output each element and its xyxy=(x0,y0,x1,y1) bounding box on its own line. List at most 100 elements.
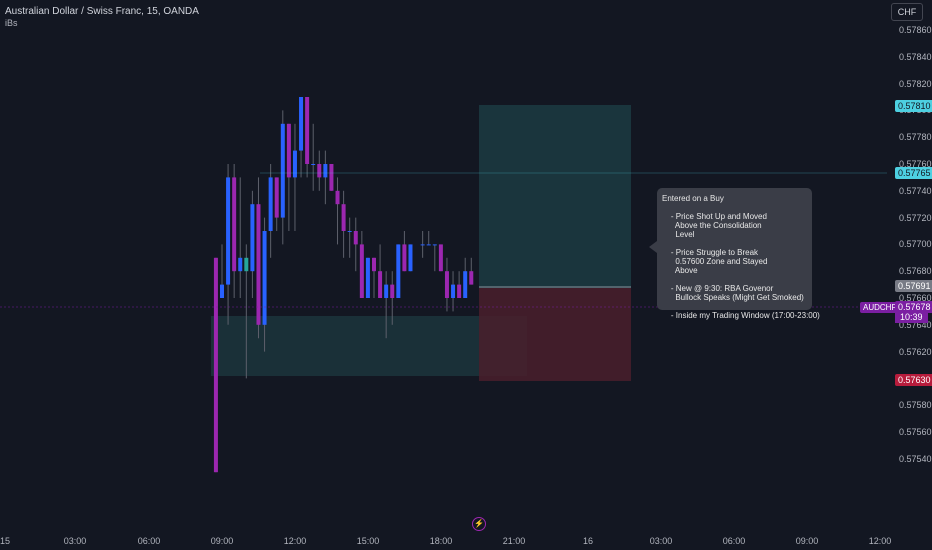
note-text-line xyxy=(662,203,812,212)
time-axis-label: 15:00 xyxy=(356,536,380,546)
candle-body xyxy=(365,257,370,298)
symbol-badge: AUDCHF xyxy=(860,302,900,313)
candle-body xyxy=(359,244,364,298)
time-axis-label: 09:00 xyxy=(210,536,234,546)
note-text-line: Above xyxy=(662,266,698,275)
target-zone xyxy=(479,105,631,288)
price-tick-label: 0.57580 xyxy=(899,400,932,411)
candle-body xyxy=(420,244,425,246)
candle-body xyxy=(463,271,468,298)
trade-note-callout[interactable]: Entered on a Buy - Price Shot Up and Mov… xyxy=(649,188,820,320)
lightning-icon[interactable]: ⚡ xyxy=(472,517,486,531)
candle-body xyxy=(280,123,285,218)
time-axis-label: 12:00 xyxy=(283,536,307,546)
price-tick-label: 0.57740 xyxy=(899,185,932,196)
price-tick-label: 0.57620 xyxy=(899,346,932,357)
entry-price-badge: 0.57691 xyxy=(895,280,932,292)
target-price-badge: 0.57810 xyxy=(895,100,932,112)
candle-body xyxy=(213,257,218,473)
candle-body xyxy=(317,164,322,178)
price-tick-label: 0.57640 xyxy=(899,319,932,330)
time-axis-label: 03:00 xyxy=(649,536,673,546)
candle-body xyxy=(220,284,224,298)
time-axis-label: 09:00 xyxy=(795,536,819,546)
candle-body xyxy=(256,204,261,325)
candle-body xyxy=(262,231,267,325)
time-axis-label: 15 xyxy=(0,536,11,546)
time-axis-label: 12:00 xyxy=(868,536,892,546)
note-text-line: - Inside my Trading Window (17:00-23:00) xyxy=(662,311,820,320)
candle-body xyxy=(329,164,334,191)
note-text-line: - Price Struggle to Break xyxy=(662,248,759,257)
currency-button[interactable]: CHF xyxy=(891,3,923,21)
candle-body xyxy=(372,257,376,272)
candle-body xyxy=(408,244,413,272)
price-tick-label: 0.57540 xyxy=(899,453,932,464)
candle-body xyxy=(335,190,340,205)
current-price-badge: 0.57678 xyxy=(895,301,932,313)
time-axis-label: 06:00 xyxy=(137,536,161,546)
candle-body xyxy=(353,231,358,245)
candle-body xyxy=(384,284,389,298)
candle-body xyxy=(299,97,304,151)
note-text-line: Entered on a Buy xyxy=(662,194,724,203)
price-tick-label: 0.57820 xyxy=(899,78,932,89)
time-axis-label: 18:00 xyxy=(429,536,453,546)
candle-body xyxy=(402,244,407,272)
candle-body xyxy=(451,284,456,298)
chart-title: Australian Dollar / Swiss Franc, 15, OAN… xyxy=(5,6,199,17)
time-axis-label: 16 xyxy=(582,536,594,546)
candle-body xyxy=(274,177,279,218)
price-tick-label: 0.57680 xyxy=(899,266,932,277)
note-text-line: Bullock Speaks (Might Get Smoked) xyxy=(662,293,804,302)
candle-body xyxy=(250,204,255,272)
time-axis-label: 06:00 xyxy=(722,536,746,546)
candle-body xyxy=(390,284,395,298)
candle-body xyxy=(378,271,383,298)
price-tick-label: 0.57840 xyxy=(899,51,932,62)
note-text-line xyxy=(662,239,812,248)
note-text-line xyxy=(662,302,812,311)
price-tick-label: 0.57700 xyxy=(899,239,932,250)
candle-body xyxy=(232,177,237,272)
price-tick-label: 0.57860 xyxy=(899,25,932,35)
candle-body xyxy=(268,177,273,231)
candle-body xyxy=(311,164,316,165)
price-chart[interactable] xyxy=(0,0,887,550)
line-price-badge: 0.57765 xyxy=(895,167,932,179)
consolidation-zone xyxy=(211,316,527,376)
stop-zone xyxy=(479,288,631,381)
time-axis-label: 21:00 xyxy=(502,536,526,546)
candle-body xyxy=(323,164,328,178)
note-text-line: 0.57600 Zone and Stayed xyxy=(662,257,768,266)
note-text-line: - New @ 9:30: RBA Govenor xyxy=(662,284,774,293)
candle-body xyxy=(292,150,297,178)
candle-body xyxy=(444,271,449,298)
candle-body xyxy=(438,244,443,272)
candle-body xyxy=(469,271,474,285)
note-text-line: Level xyxy=(662,230,695,239)
candle-body xyxy=(347,231,352,232)
candle-body xyxy=(396,244,401,298)
price-tick-label: 0.57660 xyxy=(899,293,932,303)
time-axis-label: 03:00 xyxy=(63,536,87,546)
bar-countdown: 10:39 xyxy=(895,312,928,323)
note-text-line: Above the Consolidation xyxy=(662,221,762,230)
candle-body xyxy=(238,257,243,272)
note-text-line: - Price Shot Up and Moved xyxy=(662,212,767,221)
price-tick-label: 0.57760 xyxy=(899,159,932,169)
candle-body xyxy=(305,97,310,164)
candle-body xyxy=(286,123,291,178)
indicator-label[interactable]: iBs xyxy=(5,18,18,28)
candle-body xyxy=(341,204,346,231)
candle-body xyxy=(457,284,462,298)
candle-body xyxy=(244,257,249,272)
candle-body xyxy=(426,244,431,246)
stop-price-badge: 0.57630 xyxy=(895,374,932,386)
price-tick-label: 0.57780 xyxy=(899,132,932,143)
candle-body xyxy=(432,244,437,246)
candle-body xyxy=(226,177,231,285)
note-text-line xyxy=(662,275,812,284)
price-tick-label: 0.57560 xyxy=(899,427,932,437)
price-tick-label: 0.57720 xyxy=(899,212,932,223)
